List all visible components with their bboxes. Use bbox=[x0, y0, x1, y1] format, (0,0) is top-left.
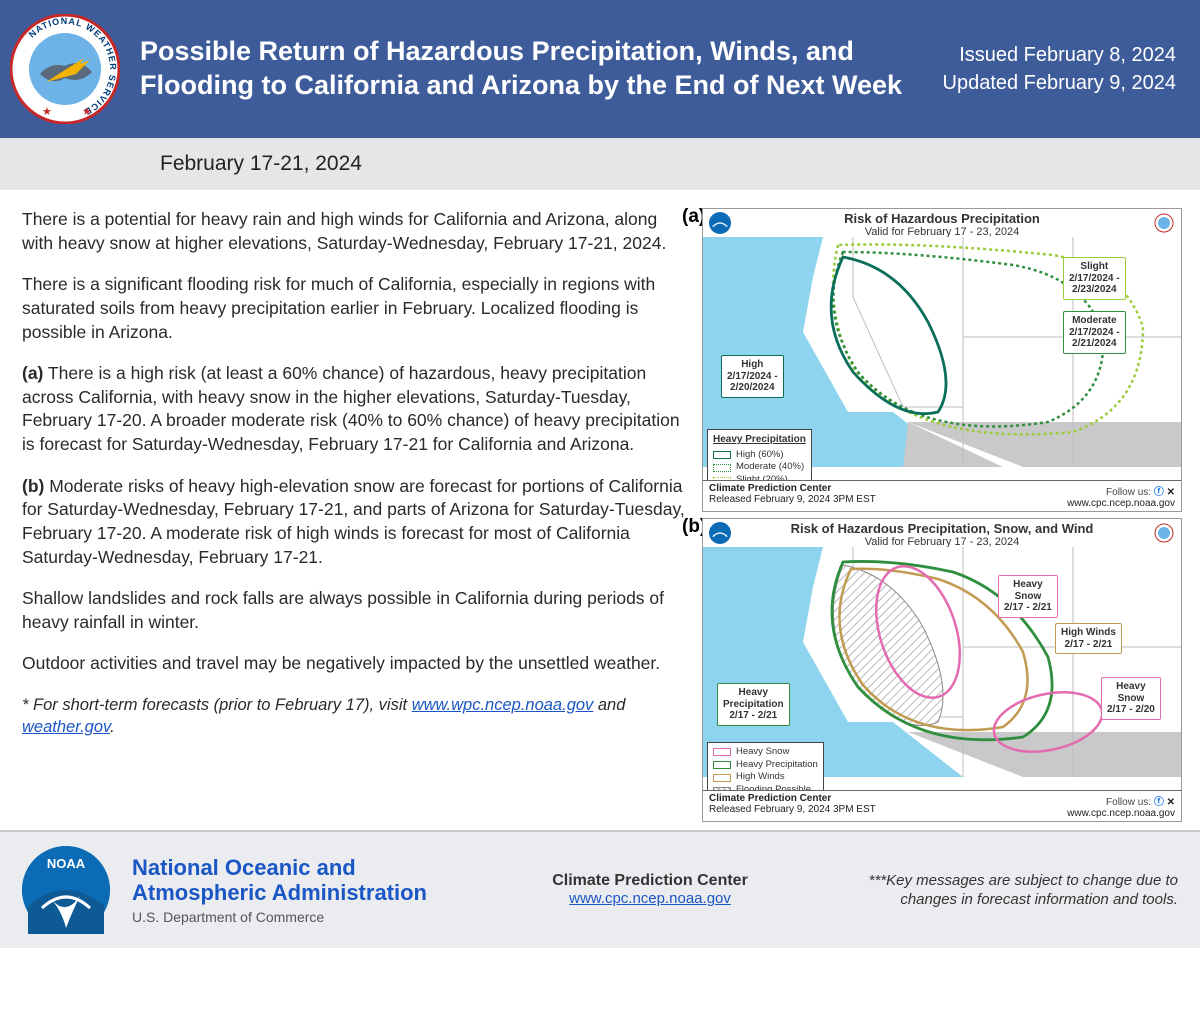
footer-disclaimer: ***Key messages are subject to change du… bbox=[828, 871, 1178, 910]
noaa-text: NOAA bbox=[47, 856, 86, 871]
note-suffix: . bbox=[110, 718, 115, 736]
map-a-title: Risk of Hazardous Precipitation bbox=[703, 209, 1181, 226]
legend-title: Heavy Precipitation bbox=[713, 433, 806, 447]
map-b-footer: Climate Prediction Center Released Febru… bbox=[703, 790, 1181, 821]
paragraph-a: (a) There is a high risk (at least a 60%… bbox=[22, 362, 690, 457]
text-column: There is a potential for heavy rain and … bbox=[22, 208, 690, 757]
ann-snow-az: HeavySnow2/17 - 2/20 bbox=[1101, 677, 1161, 720]
paragraph-b: (b) Moderate risks of heavy high-elevati… bbox=[22, 475, 690, 570]
note-mid: and bbox=[593, 696, 625, 714]
title-block: Possible Return of Hazardous Precipitati… bbox=[140, 35, 923, 103]
svg-text:★: ★ bbox=[82, 106, 92, 118]
paragraph-2: There is a significant flooding risk for… bbox=[22, 273, 690, 344]
ann-high: High2/17/2024 -2/20/2024 bbox=[721, 355, 784, 398]
footer-org: National Oceanic and Atmospheric Adminis… bbox=[132, 855, 472, 926]
updated-date: Updated February 9, 2024 bbox=[943, 69, 1177, 97]
paragraph-5: Shallow landslides and rock falls are al… bbox=[22, 587, 690, 634]
date-range-text: February 17-21, 2024 bbox=[160, 152, 362, 175]
noaa-small-icon bbox=[709, 522, 731, 544]
center-name: Climate Prediction Center bbox=[494, 872, 806, 890]
nws-small-icon bbox=[1153, 522, 1175, 544]
header-banner: NATIONAL WEATHER SERVICE ★ ★ Possible Re… bbox=[0, 0, 1200, 138]
map-a-footer: Climate Prediction Center Released Febru… bbox=[703, 480, 1181, 511]
note-prefix: * For short-term forecasts (prior to Feb… bbox=[22, 696, 412, 714]
center-link[interactable]: www.cpc.ncep.noaa.gov bbox=[569, 890, 731, 907]
nws-logo: NATIONAL WEATHER SERVICE ★ ★ bbox=[10, 14, 120, 124]
maps-column: (a) Risk of Hazardous Precipitation Vali… bbox=[702, 208, 1182, 822]
noaa-logo: NOAA bbox=[22, 846, 110, 934]
footnote: * For short-term forecasts (prior to Feb… bbox=[22, 694, 690, 739]
link-weather-gov[interactable]: weather.gov bbox=[22, 718, 110, 736]
page-footer: NOAA National Oceanic and Atmospheric Ad… bbox=[0, 830, 1200, 948]
page-title: Possible Return of Hazardous Precipitati… bbox=[140, 35, 923, 103]
date-range-subhead: February 17-21, 2024 bbox=[0, 138, 1200, 190]
nws-small-icon bbox=[1153, 212, 1175, 234]
ann-precip: HeavyPrecipitation2/17 - 2/21 bbox=[717, 683, 790, 726]
footer-center: Climate Prediction Center www.cpc.ncep.n… bbox=[494, 872, 806, 908]
ann-snow-ca: HeavySnow2/17 - 2/21 bbox=[998, 575, 1058, 618]
noaa-small-icon bbox=[709, 212, 731, 234]
map-a: Risk of Hazardous Precipitation Valid fo… bbox=[702, 208, 1182, 512]
ann-slight: Slight2/17/2024 -2/23/2024 bbox=[1063, 257, 1126, 300]
map-b-title: Risk of Hazardous Precipitation, Snow, a… bbox=[703, 519, 1181, 536]
text-b: Moderate risks of heavy high-elevation s… bbox=[22, 476, 685, 567]
issue-dates: Issued February 8, 2024 Updated February… bbox=[943, 41, 1177, 97]
svg-text:★: ★ bbox=[42, 106, 52, 118]
ann-winds: High Winds2/17 - 2/21 bbox=[1055, 623, 1122, 654]
paragraph-6: Outdoor activities and travel may be neg… bbox=[22, 652, 690, 676]
org-sub: U.S. Department of Commerce bbox=[132, 909, 472, 925]
map-a-wrap: (a) Risk of Hazardous Precipitation Vali… bbox=[702, 208, 1182, 512]
text-a: There is a high risk (at least a 60% cha… bbox=[22, 363, 680, 454]
issued-date: Issued February 8, 2024 bbox=[943, 41, 1177, 69]
paragraph-1: There is a potential for heavy rain and … bbox=[22, 208, 690, 255]
link-wpc[interactable]: www.wpc.ncep.noaa.gov bbox=[412, 696, 594, 714]
map-b: Risk of Hazardous Precipitation, Snow, a… bbox=[702, 518, 1182, 822]
label-b: (b) bbox=[22, 476, 44, 496]
ann-moderate: Moderate2/17/2024 -2/21/2024 bbox=[1063, 311, 1126, 354]
label-a: (a) bbox=[22, 363, 43, 383]
map-b-wrap: (b) Risk of Hazardous Precipitation, Sno… bbox=[702, 518, 1182, 822]
main-content: There is a potential for heavy rain and … bbox=[0, 190, 1200, 830]
org-name: National Oceanic and Atmospheric Adminis… bbox=[132, 855, 472, 906]
